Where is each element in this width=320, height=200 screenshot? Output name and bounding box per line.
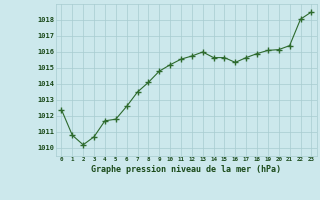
X-axis label: Graphe pression niveau de la mer (hPa): Graphe pression niveau de la mer (hPa) (92, 165, 281, 174)
